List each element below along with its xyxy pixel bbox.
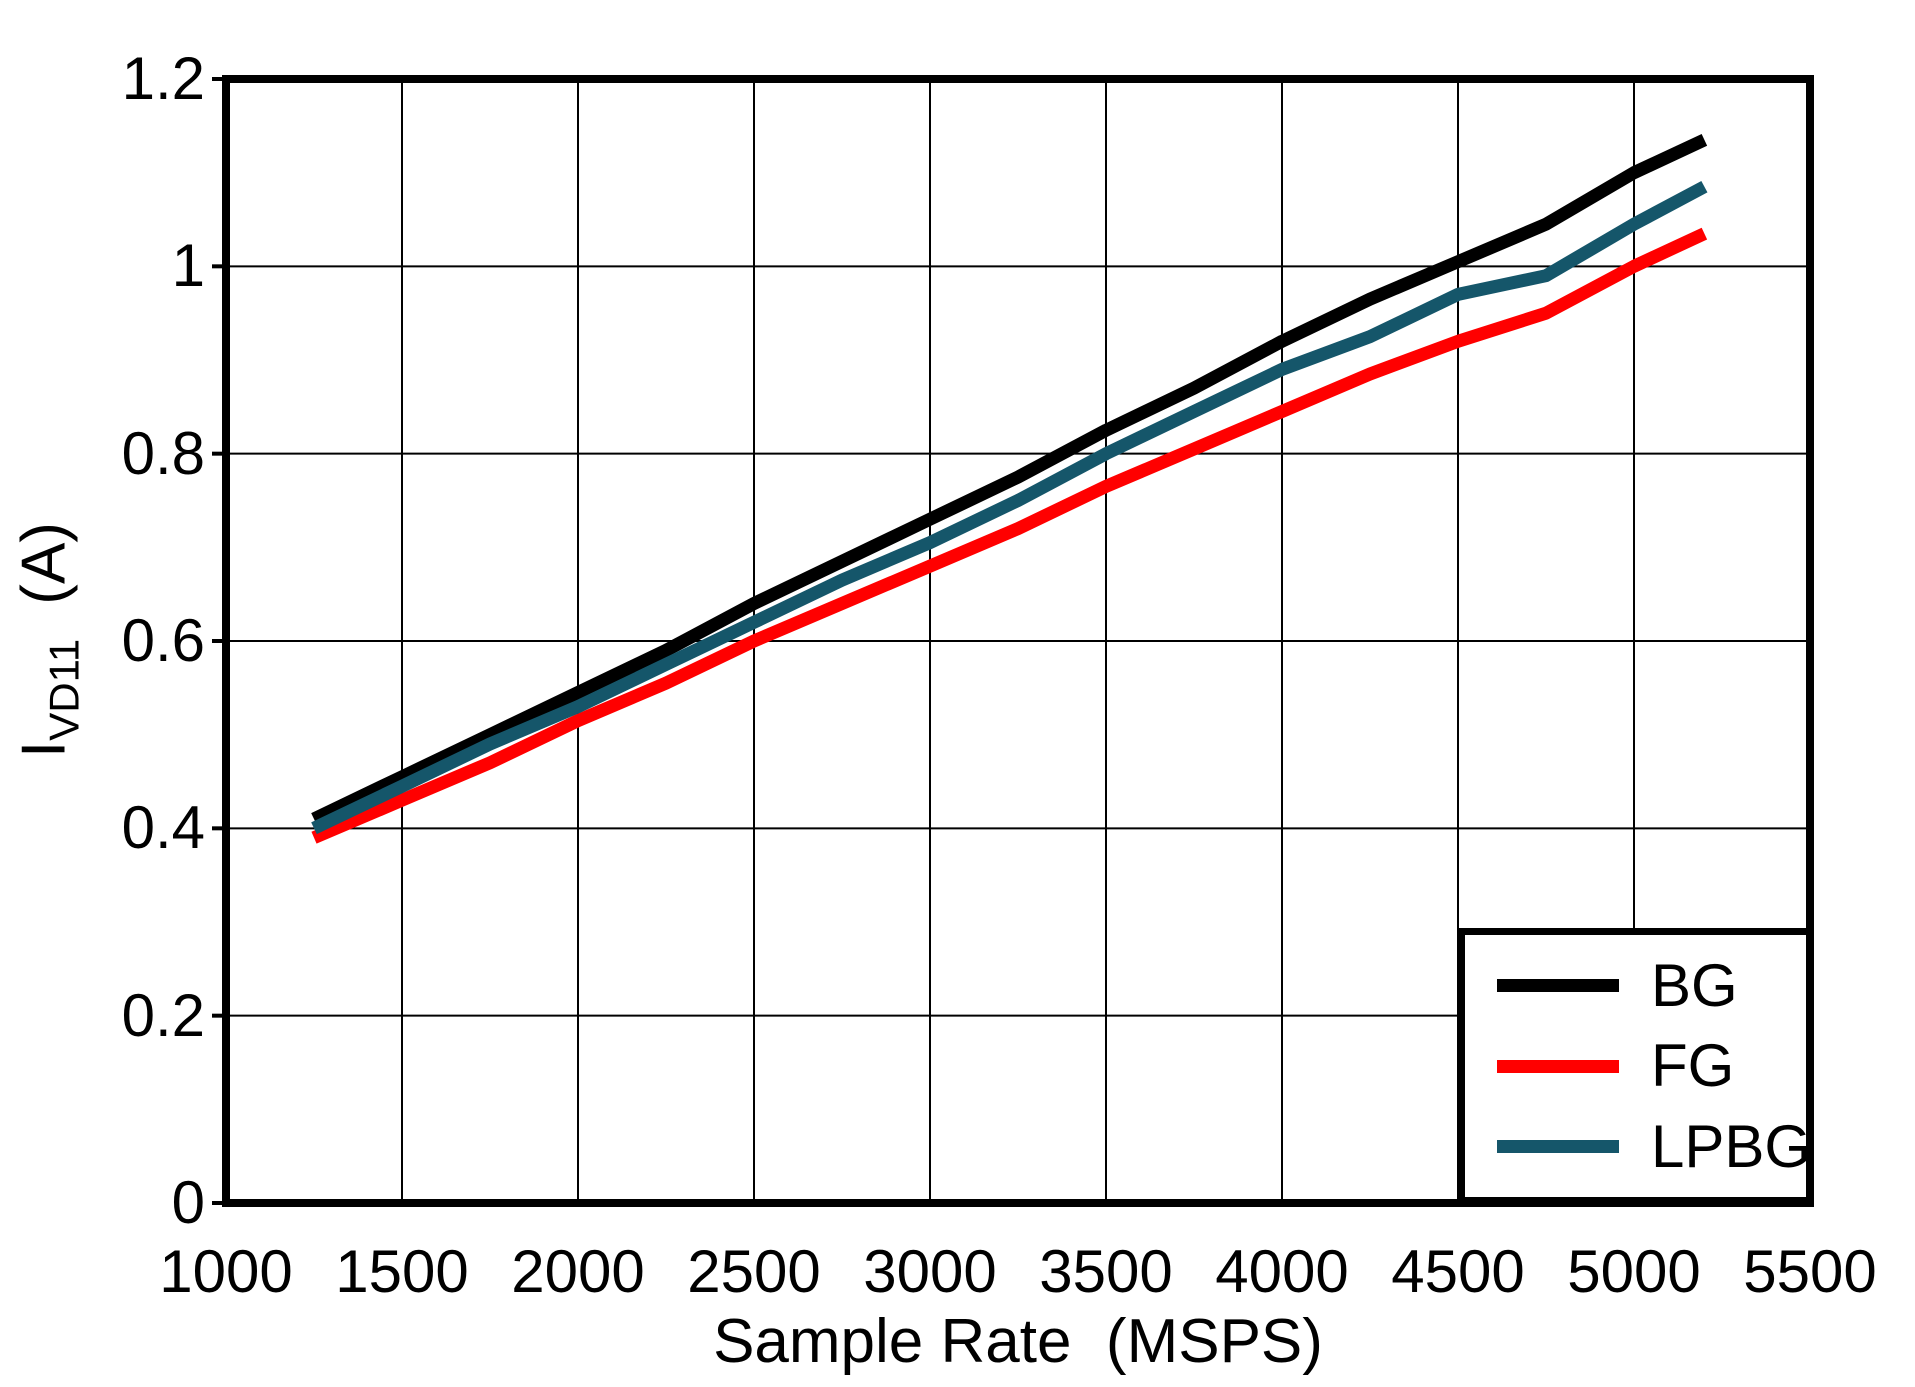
legend-item-LPBG: LPBG <box>1465 1116 1811 1177</box>
y-axis-title-unit: (A) <box>9 522 79 605</box>
x-tick-label: 5500 <box>1743 1238 1877 1305</box>
x-tick-label: 5000 <box>1567 1238 1701 1305</box>
legend-label: BG <box>1651 951 1738 1019</box>
y-axis-title-symbol: I <box>9 740 79 758</box>
x-tick-label: 1000 <box>159 1238 293 1305</box>
x-tick-label: 2000 <box>511 1238 645 1305</box>
y-tick-label: 1.2 <box>121 45 205 112</box>
y-tick-label: 0.6 <box>121 607 205 674</box>
y-tick-label: 1 <box>171 232 205 300</box>
x-tick-label: 1500 <box>335 1238 469 1305</box>
legend-label: LPBG <box>1651 1112 1812 1180</box>
series-line-BG <box>311 134 1708 825</box>
y-axis-title-subscript: VD11 <box>40 638 88 741</box>
legend-item-BG: BG <box>1465 951 1806 1019</box>
x-axis-title: Sample Rate (MSPS) <box>713 1307 1323 1376</box>
legend-line-sample <box>1497 979 1619 992</box>
legend-line-sample <box>1497 1059 1619 1073</box>
y-tick-label: 0.2 <box>121 981 205 1049</box>
y-tick-label: 0.8 <box>121 419 205 487</box>
series-line-FG <box>311 227 1708 844</box>
legend-item-FG: FG <box>1465 1036 1806 1096</box>
x-tick-label: 4000 <box>1215 1238 1349 1305</box>
series-line-LPBG <box>311 180 1708 835</box>
legend: BG FG LPBG <box>1458 928 1813 1204</box>
x-tick-label: 2500 <box>687 1238 821 1305</box>
x-tick-label: 3500 <box>1039 1238 1173 1305</box>
y-tick-label: 0 <box>171 1169 205 1236</box>
x-tick-label: 3000 <box>863 1238 997 1305</box>
legend-line-sample <box>1497 1140 1619 1153</box>
legend-label: FG <box>1651 1032 1735 1099</box>
plot-border <box>222 75 1814 1207</box>
x-tick-label: 4500 <box>1391 1238 1525 1305</box>
y-tick-label: 0.4 <box>121 794 205 862</box>
y-axis-title: IVD11 (A) <box>9 522 88 758</box>
